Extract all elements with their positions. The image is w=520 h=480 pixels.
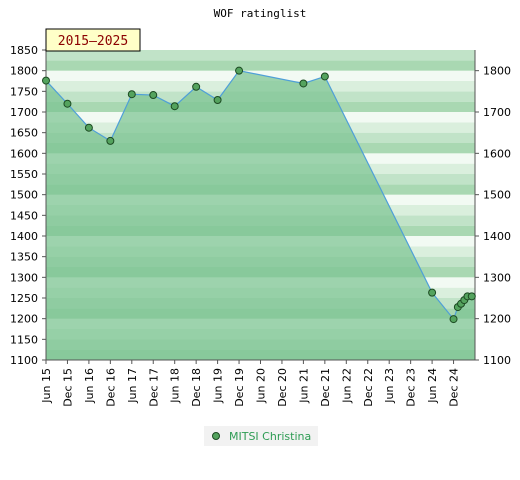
legend: MITSI Christina xyxy=(204,426,318,446)
right-tick-label: 1800 xyxy=(483,65,511,78)
x-tick-label: Dec 15 xyxy=(61,368,74,407)
period-badge-label: 2015–2025 xyxy=(58,34,128,49)
chart-title: WOF ratinglist xyxy=(214,7,307,20)
x-tick-label: Dec 22 xyxy=(362,368,375,407)
x-tick-label: Jun 20 xyxy=(255,368,268,404)
left-tick-label: 1450 xyxy=(10,209,38,222)
left-tick-label: 1850 xyxy=(10,44,38,57)
data-point xyxy=(127,90,136,99)
left-tick-label: 1800 xyxy=(10,65,38,78)
right-tick-label: 1500 xyxy=(483,189,511,202)
left-tick-label: 1350 xyxy=(10,251,38,264)
background-band xyxy=(46,60,475,71)
period-badge: 2015–2025 xyxy=(45,28,141,52)
left-tick-label: 1150 xyxy=(10,333,38,346)
x-tick-label: Dec 21 xyxy=(319,368,332,407)
data-point xyxy=(192,82,201,91)
x-tick-label: Jun 24 xyxy=(426,368,439,404)
right-tick-label: 1200 xyxy=(483,313,511,326)
data-point xyxy=(63,99,72,108)
x-tick-label: Dec 19 xyxy=(233,368,246,407)
x-tick-label: Jun 16 xyxy=(83,368,96,404)
data-point xyxy=(149,91,158,100)
data-point xyxy=(320,72,329,81)
x-tick-label: Jun 17 xyxy=(126,368,139,404)
right-axis-ticks: 1100 1200 1300 1400 1500 1600 1700 1800 xyxy=(475,65,511,367)
left-tick-label: 1600 xyxy=(10,147,38,160)
left-tick-label: 1700 xyxy=(10,106,38,119)
right-tick-label: 1700 xyxy=(483,106,511,119)
data-point xyxy=(106,136,115,145)
x-tick-label: Jun 21 xyxy=(297,368,310,404)
period-badge-box xyxy=(45,28,141,52)
legend-series-name: MITSI Christina xyxy=(229,430,311,443)
x-tick-label: Dec 20 xyxy=(276,368,289,407)
data-point xyxy=(42,76,50,85)
x-tick-label: Jun 22 xyxy=(340,368,353,404)
left-tick-label: 1100 xyxy=(10,354,38,367)
data-point xyxy=(299,79,308,88)
x-tick-label: Dec 16 xyxy=(104,368,117,407)
x-tick-label: Dec 24 xyxy=(448,368,461,407)
data-markers xyxy=(42,66,476,324)
background-band xyxy=(46,50,475,61)
left-tick-label: 1550 xyxy=(10,168,38,181)
left-tick-label: 1500 xyxy=(10,189,38,202)
x-tick-label: Jun 23 xyxy=(383,368,396,404)
legend-box xyxy=(204,426,318,446)
right-tick-label: 1600 xyxy=(483,147,511,160)
x-tick-label: Dec 23 xyxy=(405,368,418,407)
data-point xyxy=(170,102,179,111)
data-point xyxy=(428,288,437,297)
right-tick-label: 1100 xyxy=(483,354,511,367)
data-point xyxy=(467,292,476,301)
x-tick-label: Jun 18 xyxy=(169,368,182,404)
area-layer xyxy=(46,70,475,361)
x-tick-label: Dec 18 xyxy=(190,368,203,407)
left-tick-label: 1650 xyxy=(10,127,38,140)
x-axis-ticks: Jun 15 Dec 15 Jun 16 Dec 16 Jun 17 Dec 17 Jun … xyxy=(40,360,461,407)
x-tick-label: Dec 17 xyxy=(147,368,160,407)
left-tick-label: 1300 xyxy=(10,271,38,284)
x-tick-label: Jun 15 xyxy=(40,368,53,404)
data-point xyxy=(449,315,458,324)
left-tick-label: 1400 xyxy=(10,230,38,243)
left-tick-label: 1750 xyxy=(10,85,38,98)
data-point xyxy=(84,123,93,132)
left-tick-label: 1250 xyxy=(10,292,38,305)
left-axis-ticks: 1100 1150 1200 1250 1300 1350 1400 1450 1500 1550… xyxy=(10,44,46,367)
right-tick-label: 1300 xyxy=(483,271,511,284)
right-tick-label: 1400 xyxy=(483,230,511,243)
data-point xyxy=(235,66,244,75)
data-point xyxy=(213,96,222,105)
series-area xyxy=(46,70,475,361)
left-tick-label: 1200 xyxy=(10,313,38,326)
x-tick-label: Jun 19 xyxy=(212,368,225,404)
legend-marker xyxy=(212,432,220,440)
